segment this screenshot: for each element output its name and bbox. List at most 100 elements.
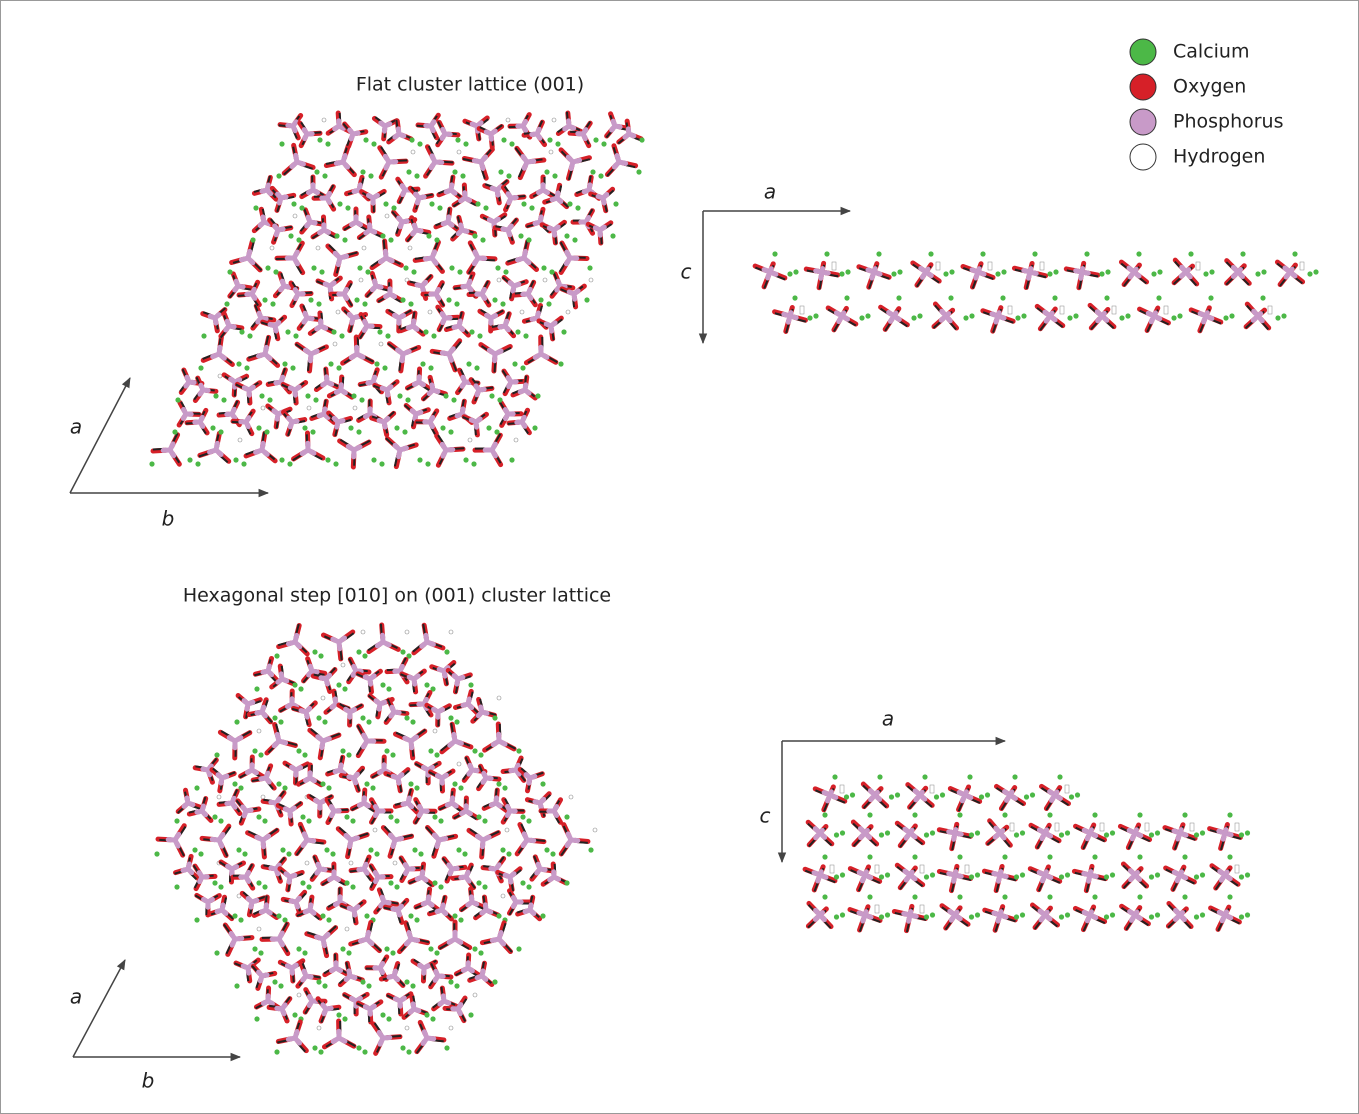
atom (348, 425, 353, 430)
bond-p (219, 778, 224, 783)
atom (550, 851, 555, 856)
atom (639, 137, 644, 142)
bond-p (1045, 872, 1047, 875)
atom (232, 781, 237, 786)
bond-p (461, 382, 466, 386)
atom (497, 278, 501, 282)
atom (889, 794, 894, 799)
atom (506, 173, 511, 178)
atom (326, 917, 331, 922)
bond-p (232, 414, 235, 419)
atom (1092, 812, 1097, 817)
atom (930, 912, 935, 917)
atom (224, 301, 229, 306)
bond-p (370, 1006, 375, 1009)
atom (593, 137, 598, 142)
atom (404, 715, 409, 720)
atom (432, 880, 437, 885)
atom (1275, 315, 1280, 320)
atom (1157, 269, 1162, 274)
bond-p (1050, 313, 1052, 316)
atom (425, 461, 430, 466)
bond-p (478, 712, 483, 716)
atom (218, 884, 223, 889)
atom (238, 438, 242, 442)
atom (928, 251, 933, 256)
atom (448, 429, 453, 434)
bond-p (612, 121, 615, 126)
atom (500, 301, 505, 306)
atom (822, 812, 827, 817)
bond-p (450, 798, 455, 803)
bond-p (336, 390, 341, 393)
atom-h (1196, 262, 1200, 270)
atom (336, 682, 341, 687)
atom (174, 818, 179, 823)
legend-label: Calcium (1173, 41, 1249, 63)
atom (924, 832, 929, 837)
bond-p (168, 837, 175, 843)
atom (317, 137, 322, 142)
atom (1110, 830, 1115, 835)
atom (452, 781, 457, 786)
atom (351, 393, 356, 398)
bond-p (438, 974, 443, 979)
atom (414, 173, 419, 178)
atom (506, 118, 510, 122)
atom (1073, 313, 1078, 318)
bond-p (266, 666, 271, 671)
atom (149, 461, 154, 466)
atom (400, 649, 405, 654)
atom (298, 686, 303, 691)
atom (174, 884, 179, 889)
bond-p (399, 132, 404, 137)
bond-p (323, 1005, 326, 1010)
bond-p (453, 1007, 458, 1012)
atom-h (1040, 262, 1044, 270)
atom (370, 785, 375, 790)
bond-p (278, 679, 283, 682)
bond-p (865, 872, 867, 875)
atom (540, 781, 545, 786)
atom (449, 1026, 453, 1030)
atom (353, 406, 357, 410)
atom (867, 854, 872, 859)
atom (380, 233, 385, 238)
atom (292, 1012, 297, 1017)
bond-p (553, 807, 558, 811)
atom (1012, 774, 1017, 779)
atom (276, 173, 281, 178)
atom (834, 832, 839, 837)
bond-p (360, 938, 367, 943)
atom (969, 313, 974, 318)
bond-p (289, 418, 292, 423)
bond-p (348, 712, 353, 717)
atom (975, 912, 980, 917)
atom (474, 365, 479, 370)
atom (379, 342, 383, 346)
atom (437, 205, 442, 210)
atom (584, 297, 589, 302)
atom (844, 794, 849, 799)
bond-p (482, 975, 486, 980)
bond-p (260, 222, 265, 225)
atom (948, 295, 953, 300)
bond-p (288, 811, 292, 816)
atom-h (1300, 262, 1304, 270)
bond-p (820, 872, 822, 875)
atom (371, 457, 376, 462)
atom (589, 278, 593, 282)
atom (813, 313, 818, 318)
atom (385, 214, 389, 218)
atom (345, 927, 349, 931)
atom (1067, 315, 1072, 320)
atom (379, 461, 384, 466)
atom (489, 393, 494, 398)
bond-p (595, 226, 600, 231)
bond-p (489, 318, 494, 323)
atom (316, 979, 321, 984)
bond-p (292, 122, 297, 126)
atom (512, 361, 517, 366)
atom (503, 269, 508, 274)
bond-p (1225, 912, 1227, 915)
